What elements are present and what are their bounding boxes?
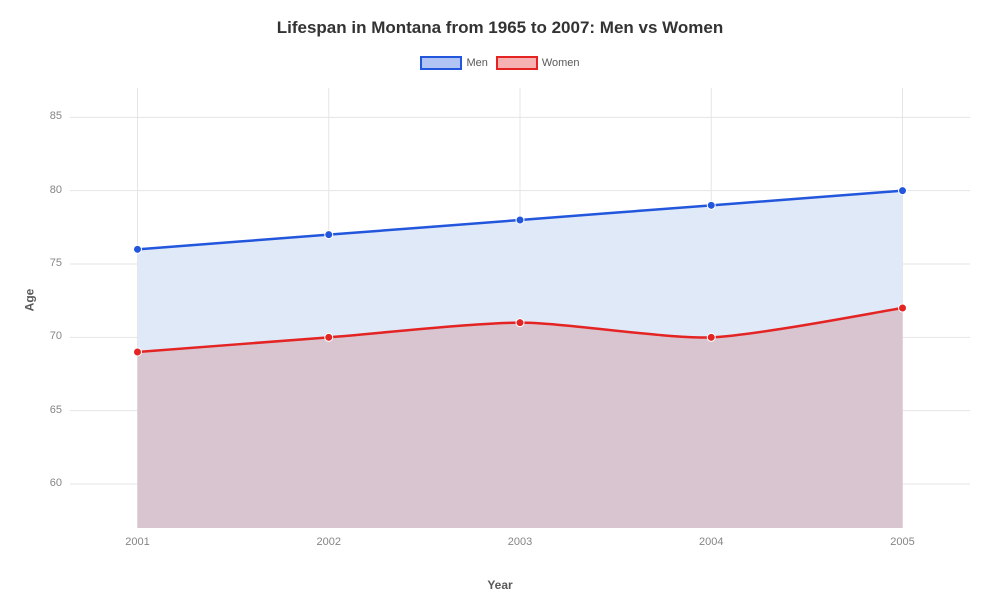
y-tick-label: 75: [50, 257, 62, 269]
x-tick-label: 2005: [890, 536, 914, 548]
plot-svg: [70, 88, 970, 528]
x-tick-label: 2003: [508, 536, 532, 548]
legend-item-women[interactable]: Women: [496, 56, 580, 70]
x-tick-label: 2004: [699, 536, 723, 548]
y-tick-label: 70: [50, 330, 62, 342]
chart-container: Lifespan in Montana from 1965 to 2007: M…: [0, 0, 1000, 600]
y-axis-label: Age: [22, 289, 36, 312]
legend: Men Women: [0, 56, 1000, 70]
y-tick-label: 65: [50, 404, 62, 416]
x-axis-label: Year: [487, 578, 512, 592]
legend-swatch-men: [420, 56, 462, 70]
chart-title: Lifespan in Montana from 1965 to 2007: M…: [0, 0, 1000, 38]
y-tick-label: 60: [50, 477, 62, 489]
legend-label-men: Men: [466, 57, 487, 69]
x-tick-label: 2002: [317, 536, 341, 548]
legend-swatch-women: [496, 56, 538, 70]
x-tick-label: 2001: [125, 536, 149, 548]
legend-label-women: Women: [542, 57, 580, 69]
y-tick-label: 85: [50, 110, 62, 122]
y-tick-label: 80: [50, 184, 62, 196]
plot-area: [70, 88, 970, 528]
legend-item-men[interactable]: Men: [420, 56, 487, 70]
